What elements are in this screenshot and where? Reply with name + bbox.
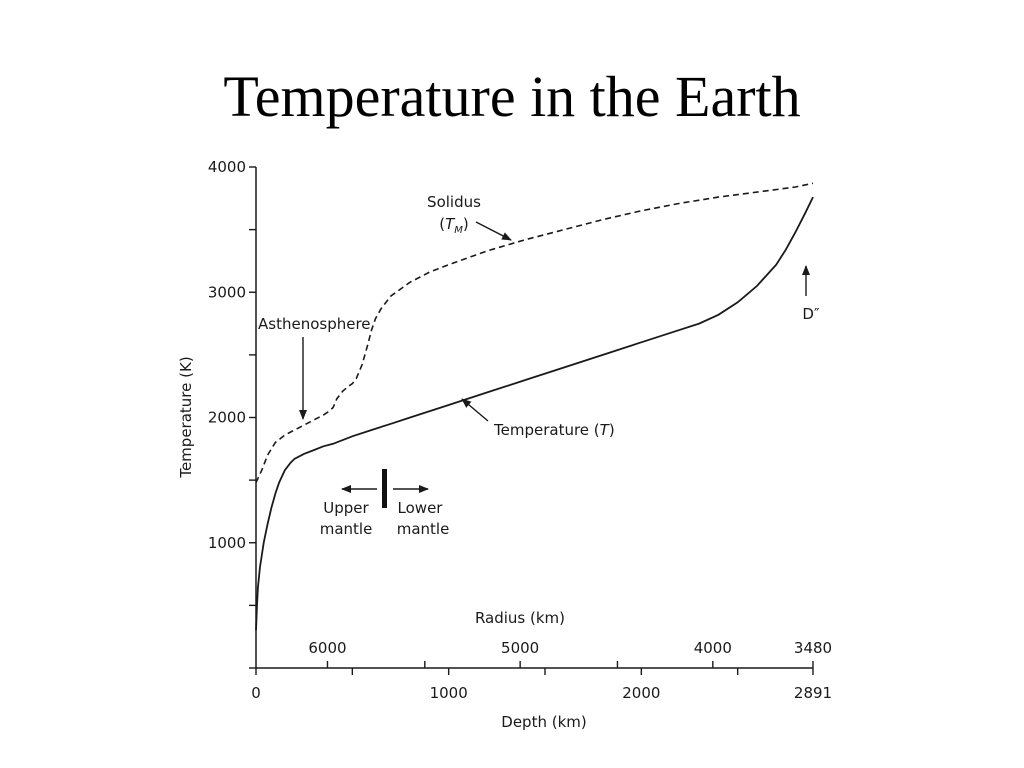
x-tick-label: 0: [251, 684, 261, 702]
y-tick-label: 4000: [208, 158, 246, 176]
y-tick-label: 1000: [208, 534, 246, 552]
x-tick-label: 2891: [794, 684, 832, 702]
radius-tick-label: 6000: [308, 639, 346, 657]
x-axis-ticks: 0 1000 2000 2891: [251, 668, 832, 702]
x-axis-label: Depth (km): [501, 713, 586, 731]
y-axis-ticks: 1000 2000 3000 4000: [208, 158, 256, 669]
temperature-arrow: [461, 398, 489, 422]
radius-tick-label: 4000: [694, 639, 732, 657]
y-tick-label: 2000: [208, 409, 246, 427]
radius-axis-ticks: 6000 5000 4000 3480: [308, 639, 832, 668]
temperature-label: Temperature (T): [493, 421, 615, 439]
x-tick-label: 2000: [622, 684, 660, 702]
mantle-boundary-marker: [382, 469, 387, 508]
solidus-label: Solidus: [427, 193, 481, 211]
radius-tick-label: 5000: [501, 639, 539, 657]
upper-mantle-label-line2: mantle: [320, 520, 373, 538]
solidus-series-line: [255, 182, 814, 483]
solidus-arrow: [475, 221, 512, 241]
upper-mantle-label-line1: Upper: [323, 499, 369, 517]
lower-mantle-label-line2: mantle: [397, 520, 450, 538]
asthenosphere-label: Asthenosphere: [258, 315, 371, 333]
slide-title: Temperature in the Earth: [223, 64, 801, 129]
radius-axis-label: Radius (km): [475, 609, 565, 627]
solidus-symbol-label: (TM): [439, 215, 469, 236]
y-axis-label: Temperature (K): [177, 356, 195, 478]
lower-mantle-label-line1: Lower: [398, 499, 444, 517]
y-tick-label: 3000: [208, 283, 246, 301]
radius-tick-label: 3480: [794, 639, 832, 657]
temperature-series-line: [255, 196, 814, 631]
x-tick-label: 1000: [430, 684, 468, 702]
d-double-prime-label: D″: [802, 305, 820, 323]
